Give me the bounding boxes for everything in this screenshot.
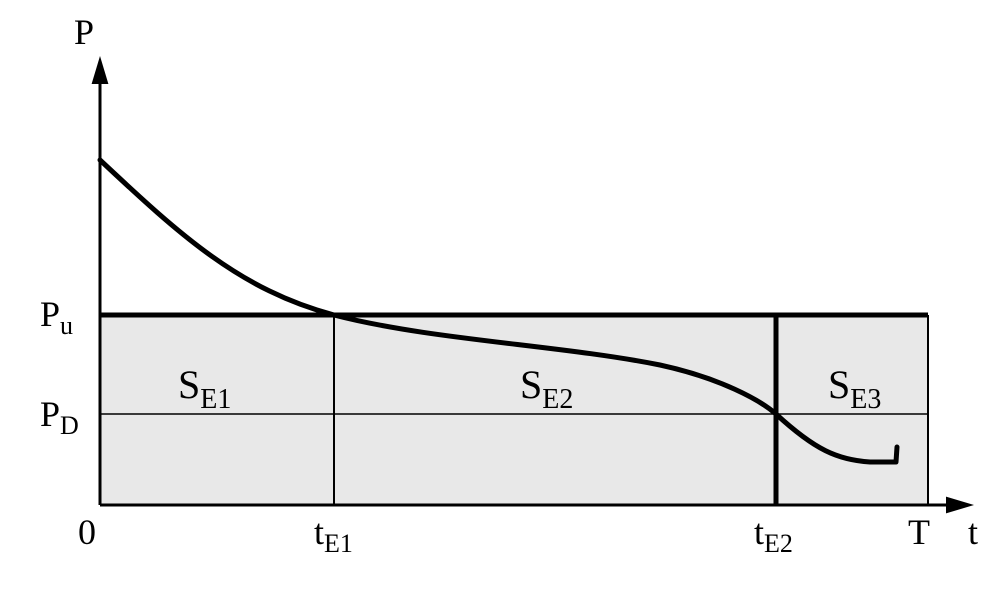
decay-curve-diagram: P t 0 Pu PD tE1 tE2 T SE1 SE2 SE3	[0, 0, 1000, 604]
tick-pu: Pu	[40, 294, 73, 340]
x-axis-arrow	[946, 497, 974, 514]
tick-te2: tE2	[754, 512, 793, 558]
label-se2-sub: E2	[542, 384, 573, 415]
tick-pd: PD	[40, 394, 79, 440]
tick-te1-sub: E1	[324, 529, 353, 558]
label-se1-sub: E1	[200, 384, 231, 415]
y-axis-arrow	[92, 56, 109, 84]
tick-te1: tE1	[314, 512, 353, 558]
origin-label: 0	[78, 512, 96, 552]
x-axis-label: t	[968, 512, 978, 552]
label-se3-sub: E3	[850, 384, 881, 415]
tick-pd-sub: D	[60, 411, 79, 440]
tick-pu-sub: u	[60, 311, 73, 340]
y-axis-label: P	[74, 12, 94, 52]
tick-te2-sub: E2	[764, 529, 793, 558]
tick-t: T	[908, 512, 930, 552]
